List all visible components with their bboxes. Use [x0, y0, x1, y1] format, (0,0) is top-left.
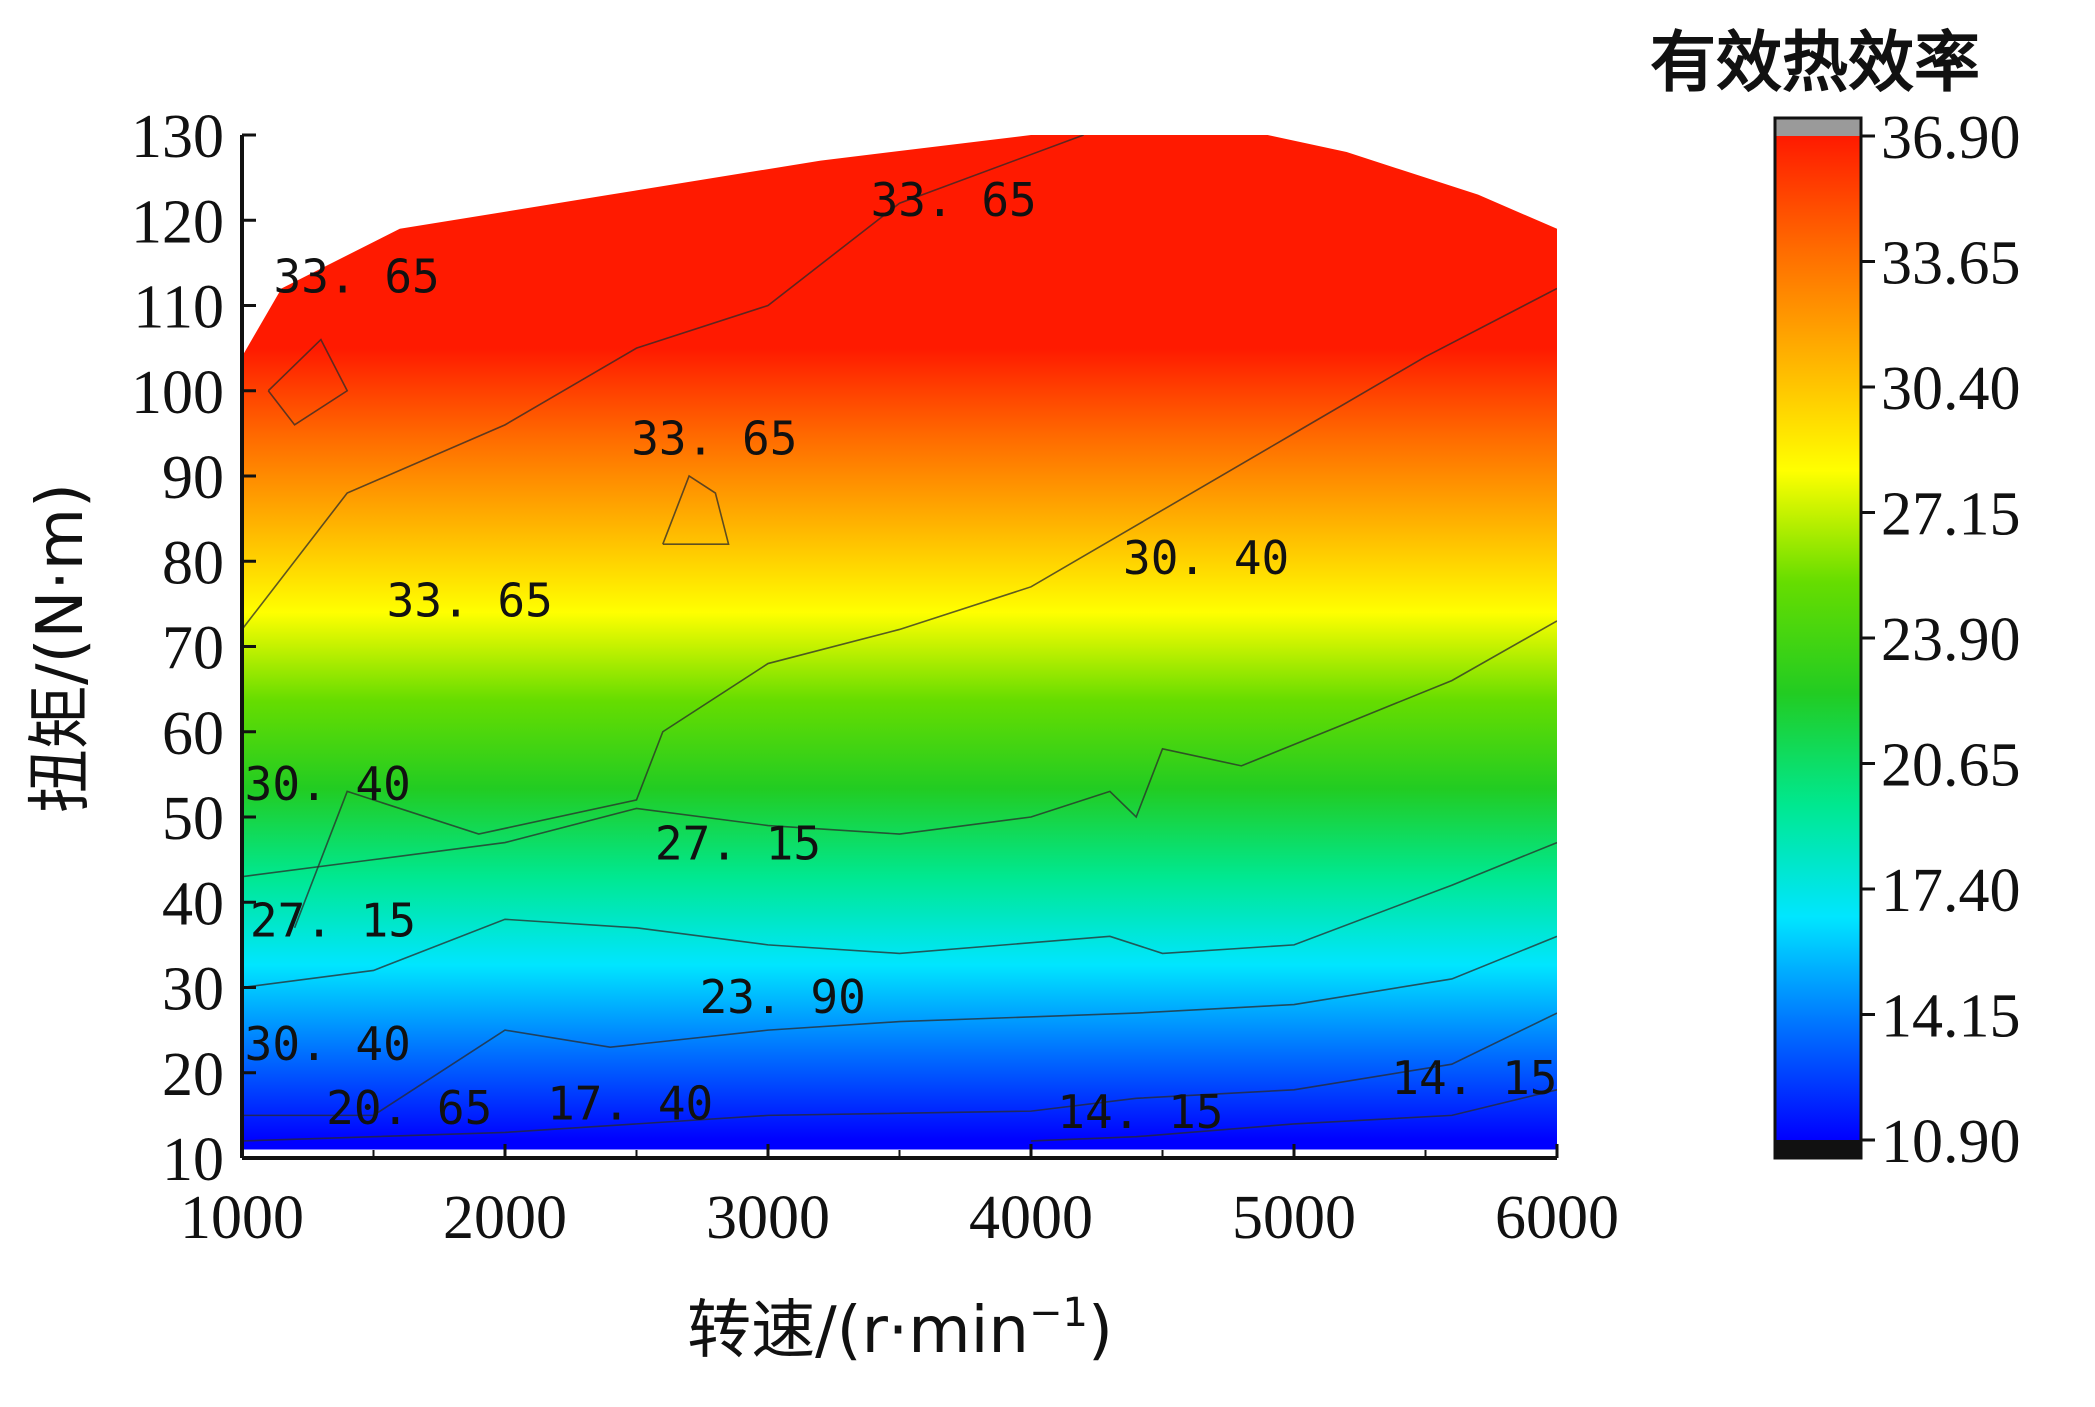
efficiency-fill-region	[242, 135, 1557, 1150]
y-tick-label-4: 50	[162, 785, 224, 853]
axes: 1000 2000 3000 4000 5000 6000 10 20 30 40 50 60 70 8…	[131, 103, 1619, 1252]
colorbar-tick-label-7: 33.65	[1881, 230, 2021, 298]
contour-label-6: 30. 40	[245, 1017, 411, 1071]
x-tick-label-4: 5000	[1232, 1184, 1356, 1252]
contour-label-1: 33. 65	[871, 173, 1037, 227]
contour-label-7: 27. 15	[655, 817, 821, 871]
x-tick-label-2: 3000	[706, 1184, 830, 1252]
colorbar-scale	[1775, 136, 1861, 1140]
y-tick-label-5: 60	[162, 700, 224, 768]
contour-label-5: 30. 40	[245, 757, 411, 811]
colorbar-tick-label-6: 30.40	[1881, 355, 2021, 423]
colorbar-tick-label-0: 10.90	[1881, 1108, 2021, 1176]
y-tick-label-2: 30	[162, 956, 224, 1024]
colorbar-tick-label-2: 17.40	[1881, 857, 2021, 925]
y-axis-title: 扭矩/(N·m)	[24, 483, 98, 813]
y-tick-label-10: 110	[133, 274, 224, 342]
contour-label-11: 17. 40	[547, 1077, 713, 1131]
contour-line-1	[242, 1012, 1557, 1142]
contour-label-9: 23. 90	[700, 970, 866, 1024]
y-tick-label-0: 10	[162, 1126, 224, 1194]
contour-line-0	[1030, 1089, 1557, 1142]
colorbar-tick-label-8: 36.90	[1881, 104, 2021, 172]
contour-label-8: 27. 15	[250, 893, 416, 947]
contour-line-6	[242, 135, 1084, 630]
x-tick-label-1: 2000	[443, 1184, 567, 1252]
x-axis-ticks: 1000 2000 3000 4000 5000 6000	[180, 1144, 1619, 1252]
y-tick-label-3: 40	[162, 870, 224, 938]
contour-line-5	[293, 287, 1557, 929]
y-tick-label-6: 70	[162, 615, 224, 683]
contour-label-3: 33. 65	[387, 574, 553, 628]
y-tick-label-9: 100	[131, 359, 224, 427]
colorbar-under-cap	[1775, 1140, 1861, 1158]
x-tick-label-3: 4000	[969, 1184, 1093, 1252]
colorbar-over-cap	[1775, 118, 1861, 136]
colorbar-tick-label-3: 20.65	[1881, 732, 2021, 800]
contour-inline-labels: 33. 65 33. 65 33. 65 33. 65 30. 40 30. 40 30. …	[245, 173, 1558, 1139]
colorbar-tick-label-1: 14.15	[1881, 983, 2021, 1051]
contour-label-10: 20. 65	[326, 1081, 492, 1135]
contour-label-0: 33. 65	[274, 250, 440, 304]
contour-line-4	[242, 620, 1557, 878]
x-tick-label-5: 6000	[1495, 1184, 1619, 1252]
contour-line-7	[267, 338, 349, 426]
contour-label-13: 14. 15	[1391, 1051, 1557, 1105]
colorbar-title: 有效热效率	[1650, 24, 1980, 101]
y-tick-label-12: 130	[131, 103, 224, 171]
colorbar-tick-label-5: 27.15	[1881, 481, 2021, 549]
contour-line-8	[662, 474, 730, 546]
x-axis-title: 转速/(r·min−1)	[687, 1290, 1113, 1368]
contour-line-3	[242, 841, 1557, 989]
contour-line-2	[242, 935, 1557, 1117]
y-tick-label-7: 80	[162, 529, 224, 597]
x-tick-label-0: 1000	[180, 1184, 304, 1252]
contour-label-2: 33. 65	[631, 412, 797, 466]
contour-label-12: 14. 15	[1057, 1085, 1223, 1139]
colorbar-tick-label-4: 23.90	[1881, 606, 2021, 674]
contour-label-4: 30. 40	[1123, 531, 1289, 585]
y-axis-ticks: 10 20 30 40 50 60 70 80 90 100 110 120 130	[131, 103, 256, 1194]
colorbar-ticks: 10.90 14.15 17.40 20.65 23.90 27.15 30.40 33.65…	[1861, 104, 2021, 1176]
y-tick-label-1: 20	[162, 1041, 224, 1109]
plot-area: 33. 65 33. 65 33. 65 33. 65 30. 40 30. 40 30. …	[242, 135, 1558, 1150]
y-tick-label-11: 120	[131, 188, 224, 256]
y-tick-label-8: 90	[162, 444, 224, 512]
colorbar: 有效热效率 10.90 14.15 17.40 20.65 23.90 27.15 30.4…	[1650, 24, 2021, 1176]
contour-lines	[242, 135, 1557, 1142]
